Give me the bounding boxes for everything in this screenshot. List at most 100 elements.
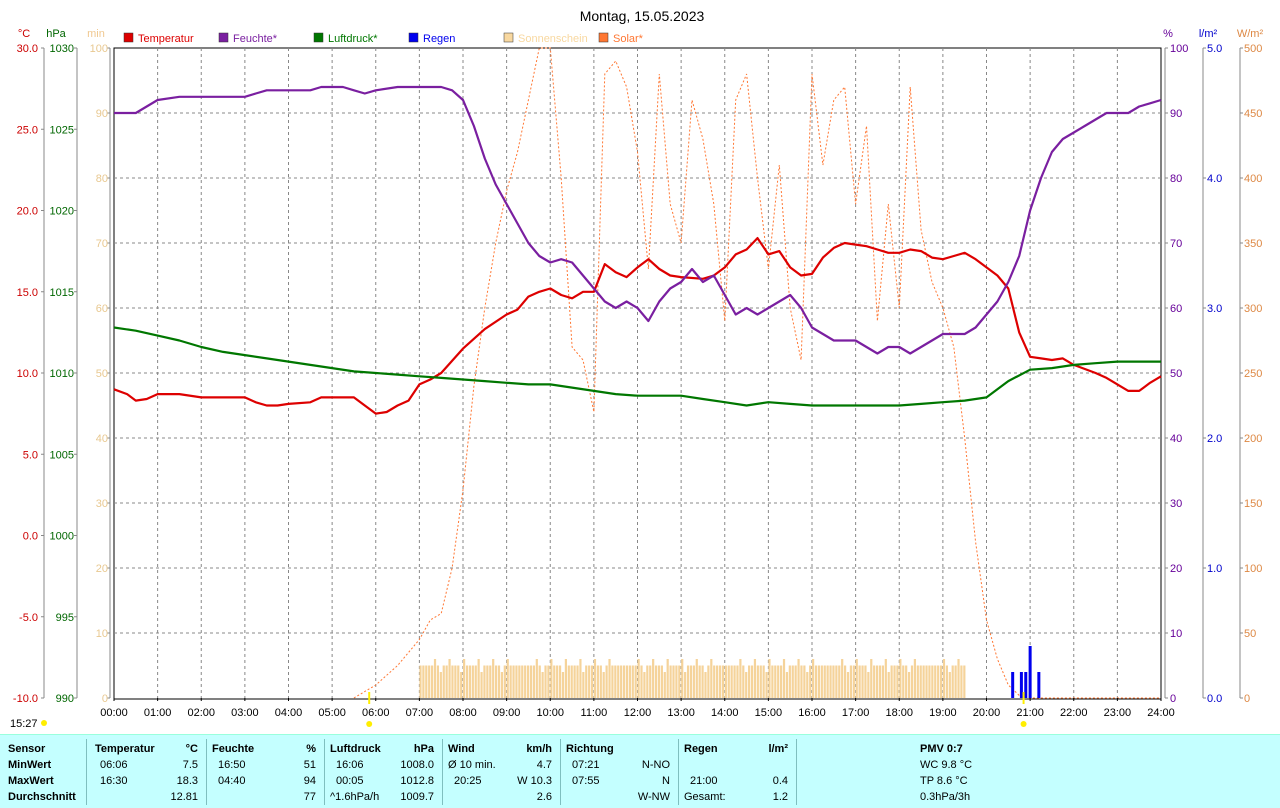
- tick-label-hum: 90: [1170, 108, 1182, 120]
- sunshine-bar: [829, 665, 832, 698]
- tick-label-hum: 10: [1170, 628, 1182, 640]
- hum-max-value: 94: [303, 775, 316, 787]
- press-min-value: 1008.0: [400, 759, 434, 771]
- sunshine-bar: [524, 665, 527, 698]
- sunshine-bar: [550, 659, 553, 698]
- sunshine-bars: [419, 659, 966, 698]
- sunshine-bar: [553, 665, 556, 698]
- sunshine-bar: [695, 659, 698, 698]
- sunshine-bar: [710, 659, 713, 698]
- axis-units: °C hPa min% l/m² W/m²: [18, 28, 1264, 40]
- tick-label-solar: 450: [1244, 108, 1262, 120]
- sunshine-bar: [425, 665, 428, 698]
- sunshine-bar: [541, 672, 544, 698]
- sunshine-bar: [931, 665, 934, 698]
- sunshine-bar: [681, 659, 684, 698]
- sunshine-bar: [529, 665, 533, 698]
- sunshine-bar: [742, 665, 745, 698]
- row-label-min: MinWert: [8, 759, 52, 771]
- sunshine-bar: [556, 665, 559, 698]
- tick-label-press: 990: [56, 693, 74, 705]
- sunshine-bar: [672, 665, 675, 698]
- rain-total-value: 1.2: [772, 791, 788, 803]
- sunshine-bar: [745, 672, 748, 698]
- sunshine-bar: [762, 665, 765, 698]
- axis-unit-solar: W/m²: [1237, 28, 1264, 40]
- legend-label: Temperatur: [138, 33, 194, 45]
- press-max-value: 1012.8: [400, 775, 434, 787]
- sunshine-bar: [835, 665, 838, 698]
- sunshine-bar: [832, 665, 835, 698]
- x-tick-label: 11:00: [581, 707, 608, 719]
- legend-label: Sonnenschein: [518, 33, 588, 45]
- rain-bar: [1028, 646, 1032, 698]
- sunshine-bar: [864, 665, 867, 698]
- rain-bar: [1024, 672, 1028, 698]
- grid: [114, 48, 1161, 698]
- sunshine-bar: [867, 672, 870, 698]
- sunshine-bar: [489, 665, 492, 698]
- sunshine-bar: [733, 665, 736, 698]
- sunshine-bar: [724, 665, 727, 698]
- sunshine-bar: [887, 672, 890, 698]
- press-trend: ^1.6hPa/h: [330, 791, 380, 803]
- tick-label-solar: 250: [1244, 368, 1262, 380]
- legend-swatch: [218, 32, 229, 43]
- pmv-pressure-trend: 0.3hPa/3h: [920, 791, 971, 803]
- x-tick-label: 15:00: [755, 707, 783, 719]
- sunshine-bar: [474, 665, 477, 698]
- tick-label-hum: 60: [1170, 303, 1182, 315]
- stats-col-rain: [678, 739, 679, 805]
- sunshine-bar: [439, 672, 442, 698]
- sunshine-bar: [538, 665, 541, 698]
- sunshine-bar: [532, 665, 535, 698]
- sunshine-bar: [471, 665, 474, 698]
- chart-title: Montag, 15.05.2023: [580, 8, 705, 24]
- sunshine-bar: [939, 665, 943, 698]
- sunshine-bar: [806, 672, 809, 698]
- tick-label-solar: 200: [1244, 433, 1262, 445]
- row-label-avg: Durchschnitt: [8, 791, 76, 803]
- sunshine-bar: [657, 665, 661, 698]
- sunshine-bar: [797, 659, 800, 698]
- sunshine-bar: [823, 665, 826, 698]
- sunshine-bar: [611, 665, 614, 698]
- sunshine-bar: [849, 665, 853, 698]
- rain-bar: [1011, 672, 1015, 698]
- sunshine-bar: [620, 665, 623, 698]
- tick-label-hum: 50: [1170, 368, 1182, 380]
- press-avg-value: 1009.7: [400, 791, 434, 803]
- sunshine-bar: [614, 665, 617, 698]
- pmv-header: PMV 0:7: [920, 743, 963, 755]
- sunshine-bar: [701, 665, 704, 698]
- x-tick-label: 23:00: [1104, 707, 1132, 719]
- temp-max-value: 18.3: [176, 775, 198, 787]
- legend-swatch: [408, 32, 419, 43]
- current-time: 15:27: [10, 718, 38, 730]
- hum-avg-value: 77: [303, 791, 316, 803]
- sunshine-bar: [963, 665, 966, 698]
- sunshine-bar: [739, 659, 742, 698]
- temp-max-time: 16:30: [100, 775, 128, 787]
- dir-max-time: 07:55: [572, 775, 600, 787]
- sunshine-bar: [925, 665, 928, 698]
- sunshine-bar: [457, 665, 460, 698]
- sunshine-bar: [576, 665, 579, 698]
- sunshine-bar: [422, 665, 425, 698]
- sunshine-bar: [480, 672, 483, 698]
- sunshine-bar: [750, 665, 754, 698]
- sun-marker-icon: [1020, 721, 1027, 727]
- sunshine-bar: [617, 665, 620, 698]
- legend-swatch: [313, 32, 324, 43]
- sunshine-bar: [506, 659, 509, 698]
- tick-label-press: 1020: [50, 206, 74, 218]
- sunshine-bar: [625, 665, 629, 698]
- dir-avg-value: W-NW: [637, 791, 670, 803]
- sunshine-bar: [678, 665, 681, 698]
- rain-bar: [1019, 672, 1023, 698]
- sunshine-bar: [433, 659, 437, 698]
- sunshine-bar: [666, 659, 669, 698]
- sunshine-bar: [582, 672, 585, 698]
- sunshine-bar: [660, 665, 663, 698]
- tick-label-temp: 0.0: [23, 531, 38, 543]
